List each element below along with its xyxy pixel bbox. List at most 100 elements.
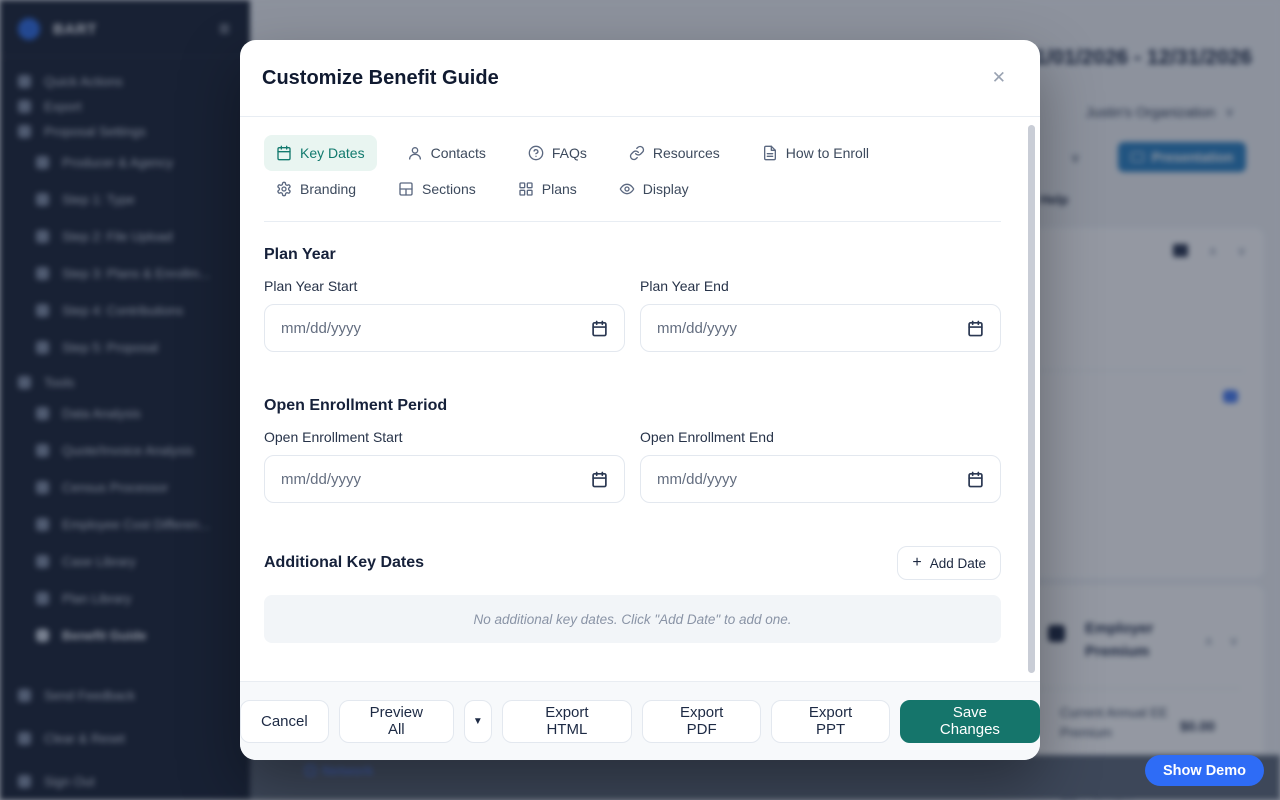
sidebar-item-label: Data Analysis: [62, 406, 141, 421]
zap-icon: [18, 75, 31, 88]
network-link-label: Network: [322, 763, 374, 778]
sidebar-item-label: Employee Cost Differen...: [62, 517, 210, 532]
help-link[interactable]: Help: [1040, 192, 1069, 207]
plan-year-start-input[interactable]: mm/dd/yyyy: [264, 304, 625, 352]
network-link[interactable]: Network: [305, 763, 373, 778]
export-pdf-button[interactable]: Export PDF: [641, 699, 762, 743]
sidebar-item-quote-invoice-analysis[interactable]: Quote/Invoice Analysis: [0, 432, 250, 469]
calendar-icon[interactable]: [591, 320, 608, 337]
sidebar-item-clear-reset[interactable]: Clear & Reset: [0, 717, 250, 760]
close-icon[interactable]: ✕: [988, 64, 1010, 92]
eye-icon: [619, 183, 635, 195]
tab-sections[interactable]: Sections: [386, 171, 488, 207]
sidebar-item-step-5-proposal[interactable]: Step 5: Proposal: [0, 329, 250, 366]
chevron-up-icon[interactable]: ∧: [1204, 634, 1214, 648]
plan-year-end-input[interactable]: mm/dd/yyyy: [640, 304, 1001, 352]
sidebar-item-label: Step 5: Proposal: [62, 340, 159, 355]
printer-icon[interactable]: [1173, 244, 1189, 257]
sidebar-item-send-feedback[interactable]: Send Feedback: [0, 674, 250, 717]
sidebar-item-proposal-settings[interactable]: Proposal Settings: [0, 119, 250, 144]
open-enrollment-end-label: Open Enrollment End: [640, 429, 774, 445]
chevron-up-icon[interactable]: ∧: [1208, 243, 1218, 258]
sidebar-item-employee-cost-difference[interactable]: Employee Cost Differen...: [0, 506, 250, 543]
sidebar-item-label: Census Processor: [62, 480, 169, 495]
chevron-down-icon[interactable]: ∨: [1229, 634, 1238, 648]
sidebar-item-data-analysis[interactable]: Data Analysis: [0, 395, 250, 432]
card-controls: ∧ ∨: [1204, 635, 1238, 647]
open-enrollment-fields: Open Enrollment Start mm/dd/yyyy Open En…: [264, 429, 1001, 503]
app-logo-text: BART: [53, 20, 98, 38]
organization-selector[interactable]: Justin's Organization ∨: [1086, 104, 1234, 120]
tab-key-dates[interactable]: Key Dates: [264, 135, 377, 171]
sidebar-item-benefit-guide[interactable]: Benefit Guide: [0, 617, 250, 654]
preview-all-button[interactable]: Preview All: [338, 699, 454, 743]
sidebar-item-label: Tools: [44, 375, 75, 390]
add-date-button[interactable]: + Add Date: [897, 546, 1001, 580]
export-html-button[interactable]: Export HTML: [501, 699, 632, 743]
sidebar-item-label: Benefit Guide: [62, 628, 147, 643]
cancel-button[interactable]: Cancel: [240, 699, 329, 743]
chart-icon: [36, 407, 49, 420]
modal-scrollbar[interactable]: [1028, 125, 1035, 673]
save-changes-button[interactable]: Save Changes: [899, 699, 1040, 743]
sidebar-item-case-library[interactable]: Case Library: [0, 543, 250, 580]
modal-tab-bar: Key Dates Contacts FAQs Resources How to…: [264, 135, 1001, 222]
calendar-icon[interactable]: [967, 471, 984, 488]
sidebar-item-step-1-type[interactable]: Step 1: Type: [0, 181, 250, 218]
calendar-icon[interactable]: [591, 471, 608, 488]
gear-icon: [277, 181, 291, 197]
person-icon: [36, 193, 49, 206]
empty-state-message: No additional key dates. Click "Add Date…: [473, 611, 792, 627]
sidebar-item-step-3-plans-enrollment[interactable]: Step 3: Plans & Enrollm...: [0, 255, 250, 292]
edit-badge-icon[interactable]: [1223, 390, 1238, 403]
hamburger-menu-icon[interactable]: ≡: [218, 18, 230, 40]
field: Open Enrollment Start mm/dd/yyyy: [264, 429, 625, 503]
link-icon: [629, 145, 644, 161]
plan-year-date-range: 01/01/2026 - 12/31/2026: [1023, 46, 1252, 69]
sidebar-item-label: Clear & Reset: [44, 731, 125, 746]
tab-label: Resources: [652, 145, 720, 161]
user-icon: [408, 147, 421, 160]
calendar-icon: [277, 145, 291, 161]
sidebar-item-label: Quick Actions: [44, 74, 123, 89]
chevron-down-icon[interactable]: ∨: [1070, 150, 1080, 165]
export-ppt-button[interactable]: Export PPT: [771, 699, 890, 743]
file-icon: [36, 230, 49, 243]
calendar-icon[interactable]: [967, 320, 984, 337]
sidebar-item-plan-library[interactable]: Plan Library: [0, 580, 250, 617]
sidebar-item-tools[interactable]: Tools: [0, 370, 250, 395]
tab-how-to-enroll[interactable]: How to Enroll: [750, 135, 881, 171]
field: Plan Year End mm/dd/yyyy: [640, 278, 1001, 352]
sidebar-item-quick-actions[interactable]: Quick Actions: [0, 69, 250, 94]
tab-resources[interactable]: Resources: [617, 135, 732, 171]
sidebar-item-census-processor[interactable]: Census Processor: [0, 469, 250, 506]
preview-dropdown-button[interactable]: ▼: [463, 699, 492, 743]
modal-title: Customize Benefit Guide: [262, 66, 499, 89]
sidebar-item-producer-agency[interactable]: Producer & Agency: [0, 144, 250, 181]
open-enrollment-start-input[interactable]: mm/dd/yyyy: [264, 455, 625, 503]
sidebar-item-label: Export: [44, 99, 82, 114]
add-date-button-label: Add Date: [929, 555, 986, 571]
tab-contacts[interactable]: Contacts: [395, 135, 498, 171]
sidebar-item-step-2-file-upload[interactable]: Step 2: File Upload: [0, 218, 250, 255]
tab-faqs[interactable]: FAQs: [516, 135, 599, 171]
sidebar-item-export[interactable]: Export: [0, 94, 250, 119]
help-circle-icon: [528, 145, 544, 161]
date-placeholder: mm/dd/yyyy: [657, 319, 738, 337]
premium-row-label: Current Annual EE Premium: [1060, 705, 1168, 740]
building-icon: [1048, 625, 1065, 642]
chevron-down-icon[interactable]: ∨: [1237, 243, 1246, 258]
tab-branding[interactable]: Branding: [264, 171, 368, 207]
tab-label: Key Dates: [300, 145, 365, 161]
tab-display[interactable]: Display: [607, 171, 701, 207]
sidebar-item-sign-out[interactable]: Sign Out: [0, 760, 250, 800]
open-enrollment-end-input[interactable]: mm/dd/yyyy: [640, 455, 1001, 503]
show-demo-button[interactable]: Show Demo: [1145, 755, 1264, 786]
field: Plan Year Start mm/dd/yyyy: [264, 278, 625, 352]
tab-label: Sections: [422, 181, 476, 197]
modal-footer: Cancel Preview All ▼ Export HTML Export …: [240, 681, 1040, 760]
plan-year-end-label: Plan Year End: [640, 278, 729, 294]
tab-plans[interactable]: Plans: [506, 171, 589, 207]
sidebar-item-step-4-contributions[interactable]: Step 4: Contributions: [0, 292, 250, 329]
presentation-button[interactable]: Presentation: [1118, 142, 1246, 172]
